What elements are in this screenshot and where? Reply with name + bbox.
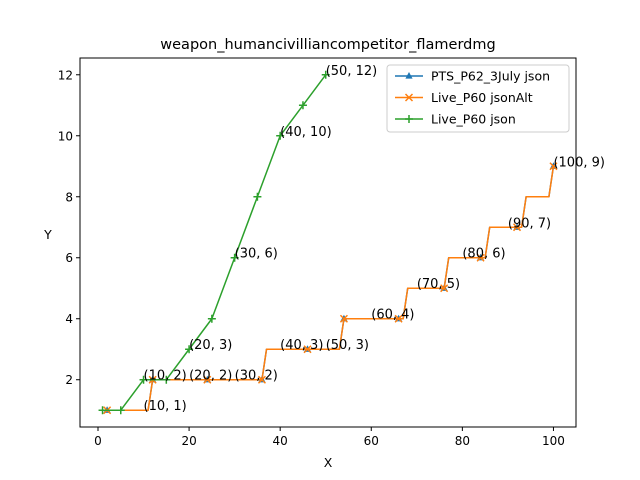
legend-item: Live_P60 jsonAlt [395,90,533,105]
data-label: (40, 10) [280,125,332,140]
data-point [116,406,125,415]
data-point [203,375,212,384]
data-point [394,314,403,323]
data-point [404,93,414,102]
plot-area [98,70,558,415]
data-point [276,131,285,140]
data-point [440,284,449,293]
data-point [185,345,194,354]
x-tick-label: 100 [542,434,565,448]
legend-item: PTS_P62_3July json [395,69,550,84]
data-label: (30, 6) [235,247,278,262]
data-point [139,375,148,384]
x-axis-label: X [324,455,333,470]
data-label: (90, 7) [508,216,551,231]
data-label: (40, 3) [280,338,323,353]
x-tick-label: 80 [455,434,470,448]
data-point [98,406,107,415]
data-point [230,253,239,262]
data-point [162,375,171,384]
data-point [476,253,485,262]
legend-item: Live_P60 json [395,112,516,127]
y-axis-label: Y [43,227,52,242]
y-tick-label: 8 [65,190,73,204]
data-point [405,72,413,79]
data-label: (10, 2) [144,369,187,384]
x-tick-label: 60 [364,434,379,448]
legend-label: Live_P60 json [431,112,516,127]
data-label: (70, 5) [417,277,460,292]
y-tick-label: 4 [65,312,73,326]
legend-label: PTS_P62_3July json [431,69,550,84]
plot-frame [79,57,577,428]
series-line [102,166,555,411]
data-point [303,345,312,354]
data-point [253,192,262,201]
legend-box [386,64,570,133]
data-point [298,101,307,110]
y-tick-label: 2 [65,373,73,387]
annotations: (10, 1) (10, 2) (20, 2) (30, 2) (20, 3) (40, … [144,64,605,414]
data-point [321,70,330,79]
series-live-p60-json [98,70,330,415]
data-label: (50, 3) [326,338,369,353]
data-point [512,223,522,232]
legend-label: Live_P60 jsonAlt [431,90,533,105]
data-label: (60, 4) [371,308,414,323]
chart-title: weapon_humancivilliancompetitor_flamerdm… [160,37,495,53]
x-tick-label: 0 [94,434,102,448]
y-tick-label: 10 [58,129,73,143]
data-point [405,115,413,123]
y-axis: 2 4 6 8 10 12 [58,68,80,387]
x-axis: 0 20 40 60 80 100 [94,427,565,448]
data-label: (50, 12) [326,64,378,79]
data-label: (20, 3) [189,338,232,353]
data-point [549,162,558,171]
data-label: (20, 2) [189,369,232,384]
y-tick-label: 6 [65,251,73,265]
x-tick-label: 40 [273,434,288,448]
data-label: (100, 9) [553,155,605,170]
legend: PTS_P62_3July json Live_P60 jsonAlt Live_P… [386,64,570,133]
x-tick-label: 20 [181,434,196,448]
data-label: (10, 1) [144,399,187,414]
y-tick-label: 12 [58,68,73,82]
data-label: (80, 6) [462,247,505,262]
data-point [207,314,216,323]
data-point [257,375,266,384]
data-point [339,314,348,323]
data-label: (30, 2) [235,369,278,384]
